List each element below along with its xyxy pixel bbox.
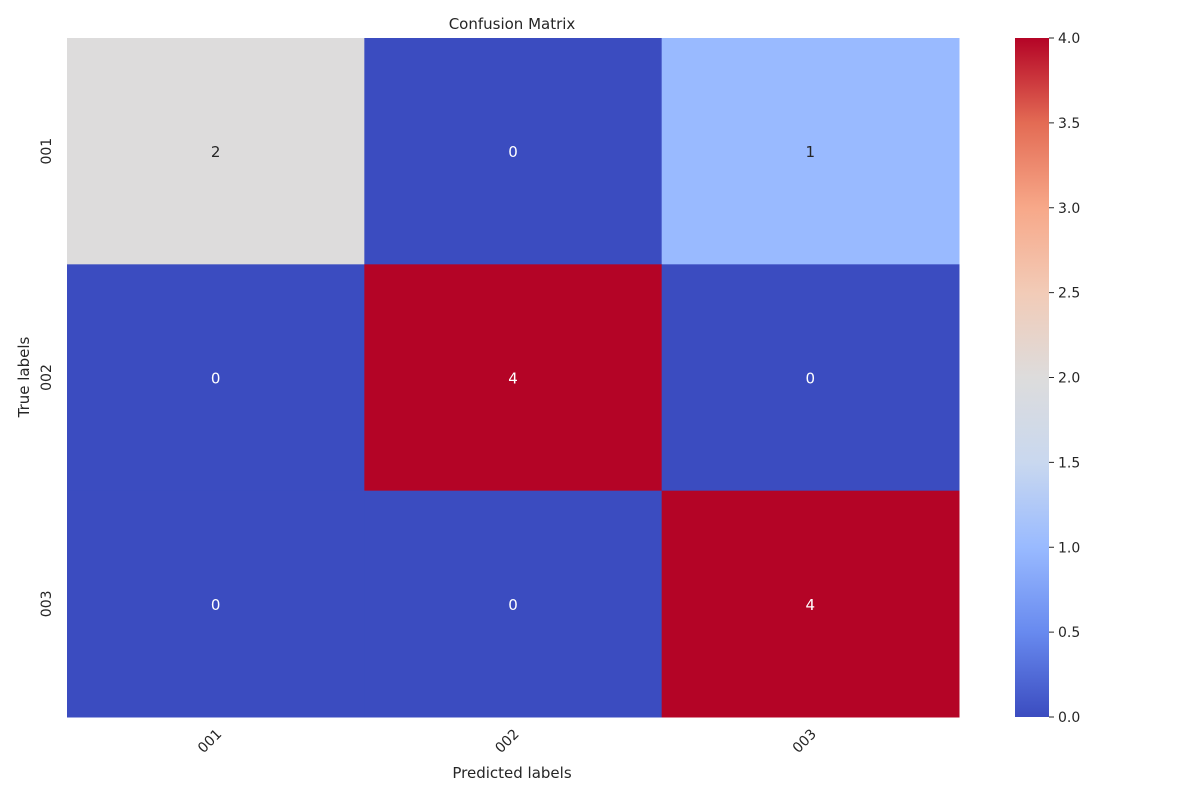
x-tick-label: 002 xyxy=(492,726,522,756)
y-axis-label: True labels xyxy=(15,336,33,418)
colorbar-tick-label: 2.5 xyxy=(1058,286,1080,302)
y-tick-label: 001 xyxy=(39,138,55,165)
colorbar-tick-label: 4.0 xyxy=(1058,31,1080,47)
cell-value-label: 0 xyxy=(211,596,221,614)
heatmap-cells: 2 0 1 0 4 0 0 0 4 xyxy=(67,38,960,718)
heatmap-cell-001-003 xyxy=(661,38,960,265)
cell-value-label: 0 xyxy=(211,370,221,388)
cell-value-label: 0 xyxy=(508,143,518,161)
cell-value-label: 1 xyxy=(806,143,816,161)
x-tick-labels: 001 002 003 xyxy=(195,726,820,756)
heatmap-cell-003-002 xyxy=(364,490,663,718)
heatmap-cell-003-003 xyxy=(661,490,960,718)
y-tick-labels: 001 002 003 xyxy=(39,138,55,617)
colorbar-tick-label: 1.5 xyxy=(1058,455,1080,471)
heatmap-cell-002-002 xyxy=(364,264,663,492)
colorbar-tick-label: 0.0 xyxy=(1058,710,1080,726)
colorbar xyxy=(1015,38,1049,717)
colorbar-tick-label: 0.5 xyxy=(1058,625,1080,641)
colorbar-tick-label: 2.0 xyxy=(1058,371,1080,387)
cell-value-label: 0 xyxy=(508,596,518,614)
heatmap-cell-002-001 xyxy=(67,264,365,492)
heatmap-cell-002-003 xyxy=(661,264,960,492)
x-tick-label: 001 xyxy=(195,726,225,756)
x-tick-label: 003 xyxy=(790,726,820,756)
cell-value-label: 4 xyxy=(806,596,816,614)
chart-title: Confusion Matrix xyxy=(449,15,576,33)
cell-value-label: 0 xyxy=(806,370,816,388)
colorbar-ticks: 0.0 0.5 1.0 1.5 2.0 2.5 3.0 3.5 4.0 xyxy=(1049,31,1080,726)
heatmap-cell-001-002 xyxy=(364,38,663,265)
y-tick-label: 003 xyxy=(39,590,55,617)
heatmap-cell-003-001 xyxy=(67,490,365,718)
y-tick-label: 002 xyxy=(39,364,55,391)
x-axis-label: Predicted labels xyxy=(452,764,571,782)
cell-value-label: 2 xyxy=(211,143,221,161)
cell-value-label: 4 xyxy=(508,370,518,388)
colorbar-tick-label: 3.0 xyxy=(1058,201,1080,217)
heatmap-cell-001-001 xyxy=(67,38,365,265)
colorbar-tick-label: 1.0 xyxy=(1058,540,1080,556)
colorbar-tick-label: 3.5 xyxy=(1058,116,1080,132)
